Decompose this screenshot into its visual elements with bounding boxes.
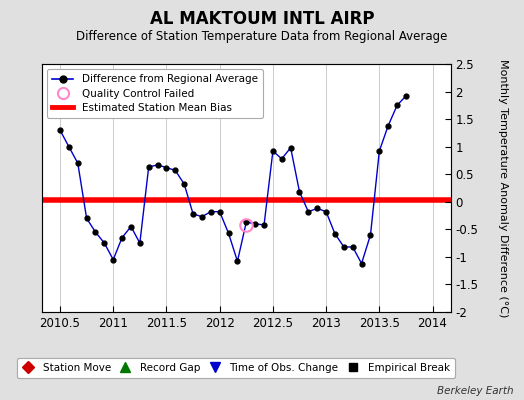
Legend: Station Move, Record Gap, Time of Obs. Change, Empirical Break: Station Move, Record Gap, Time of Obs. C… [17, 358, 455, 378]
Y-axis label: Monthly Temperature Anomaly Difference (°C): Monthly Temperature Anomaly Difference (… [498, 59, 508, 317]
Legend: Difference from Regional Average, Quality Control Failed, Estimated Station Mean: Difference from Regional Average, Qualit… [47, 69, 263, 118]
Text: Difference of Station Temperature Data from Regional Average: Difference of Station Temperature Data f… [77, 30, 447, 43]
Text: Berkeley Earth: Berkeley Earth [437, 386, 514, 396]
Text: AL MAKTOUM INTL AIRP: AL MAKTOUM INTL AIRP [150, 10, 374, 28]
